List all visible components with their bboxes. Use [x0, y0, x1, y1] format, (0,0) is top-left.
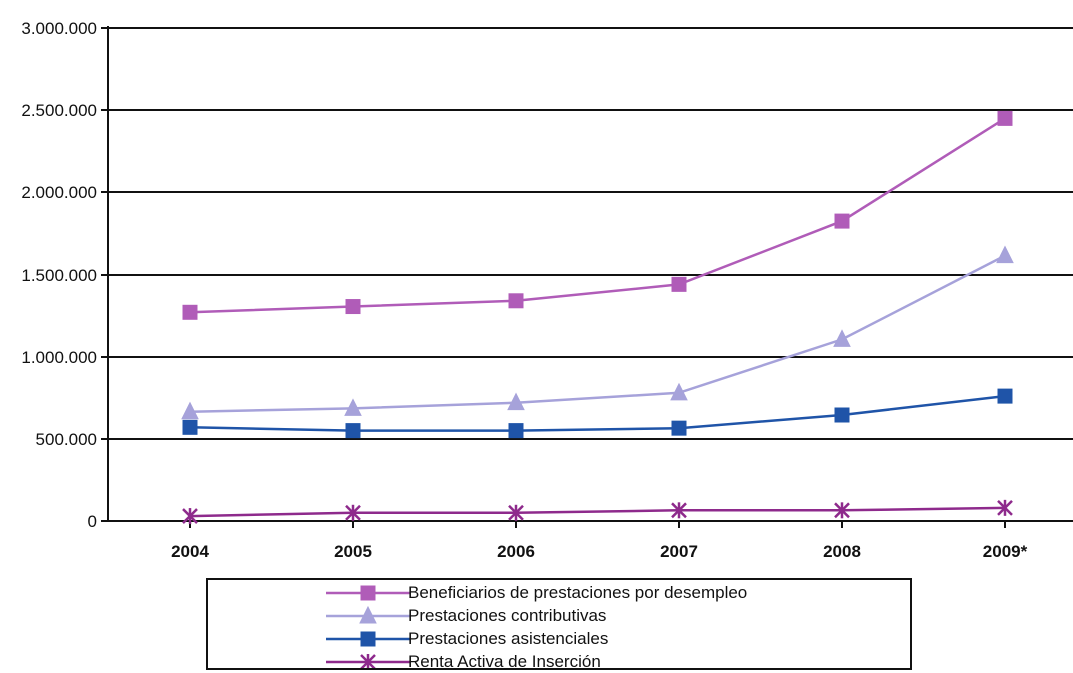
- data-point: [671, 502, 687, 519]
- data-point: [181, 401, 199, 420]
- x-tick-label: 2009*: [983, 542, 1028, 561]
- legend-swatch-square-icon: [326, 585, 410, 601]
- series-line: [189, 506, 1006, 518]
- data-point: [345, 299, 361, 315]
- data-point: [996, 245, 1014, 264]
- data-point: [834, 213, 850, 229]
- data-point: [997, 110, 1013, 126]
- legend: Beneficiarios de prestaciones por desemp…: [206, 578, 912, 670]
- legend-marker: [359, 605, 377, 624]
- data-point: [508, 423, 524, 439]
- series-line: [189, 254, 1006, 413]
- x-axis-tick-labels: 2004 2005 2006 2007 2008 2009*: [171, 542, 1028, 561]
- legend-item-asistenciales: Prestaciones asistenciales: [208, 628, 908, 650]
- line-chart: 0 500.000 1.000.000 1.500.000 2.000.000 2.500…: [21, 19, 1073, 561]
- data-point: [344, 398, 362, 416]
- data-point: [507, 392, 525, 411]
- legend-marker: [360, 631, 376, 647]
- data-point: [670, 382, 688, 401]
- legend-swatch-star-icon: [326, 654, 410, 668]
- data-point: [997, 388, 1013, 404]
- y-tick-label: 1.500.000: [21, 266, 97, 285]
- series-lines: [181, 110, 1014, 525]
- series-line: [189, 117, 1006, 314]
- legend-swatch-triangle-icon: [326, 605, 410, 624]
- legend-label: Prestaciones contributivas: [408, 606, 607, 625]
- y-axis-tick-labels: 0 500.000 1.000.000 1.500.000 2.000.000 2.500…: [21, 19, 97, 531]
- data-point: [182, 304, 198, 320]
- legend-item-contributivas: Prestaciones contributivas: [208, 605, 908, 627]
- series-0: [182, 110, 1013, 320]
- data-point: [182, 508, 198, 525]
- y-tick-label: 3.000.000: [21, 19, 97, 38]
- series-2: [182, 388, 1013, 439]
- data-point: [182, 419, 198, 435]
- gridlines: [101, 27, 1073, 522]
- y-tick-label: 2.500.000: [21, 101, 97, 120]
- y-tick-label: 0: [88, 512, 97, 531]
- data-point: [834, 502, 850, 519]
- data-point: [671, 276, 687, 292]
- data-point: [834, 407, 850, 423]
- x-tick-label: 2007: [660, 542, 698, 561]
- y-tick-label: 500.000: [36, 430, 97, 449]
- data-point: [345, 423, 361, 439]
- data-point: [345, 504, 361, 521]
- legend-label: Prestaciones asistenciales: [408, 629, 609, 648]
- legend-label: Beneficiarios de prestaciones por desemp…: [408, 583, 748, 602]
- y-tick-label: 1.000.000: [21, 348, 97, 367]
- legend-marker: [360, 654, 376, 668]
- x-tick-label: 2006: [497, 542, 535, 561]
- legend-item-renta-activa: Renta Activa de Inserción: [208, 651, 908, 670]
- y-tick-label: 2.000.000: [21, 183, 97, 202]
- legend-item-beneficiarios: Beneficiarios de prestaciones por desemp…: [208, 582, 908, 604]
- data-point: [997, 499, 1013, 516]
- legend-marker: [360, 585, 376, 601]
- x-tick-label: 2008: [823, 542, 861, 561]
- data-point: [833, 329, 851, 347]
- series-3: [182, 499, 1013, 525]
- axes: [107, 26, 1073, 528]
- x-tick-label: 2005: [334, 542, 372, 561]
- legend-label: Renta Activa de Inserción: [408, 652, 601, 670]
- series-line: [189, 394, 1006, 432]
- data-point: [671, 420, 687, 436]
- x-tick-label: 2004: [171, 542, 209, 561]
- data-point: [508, 293, 524, 309]
- data-point: [508, 504, 524, 521]
- series-1: [181, 245, 1014, 420]
- legend-swatch-square-icon: [326, 631, 410, 647]
